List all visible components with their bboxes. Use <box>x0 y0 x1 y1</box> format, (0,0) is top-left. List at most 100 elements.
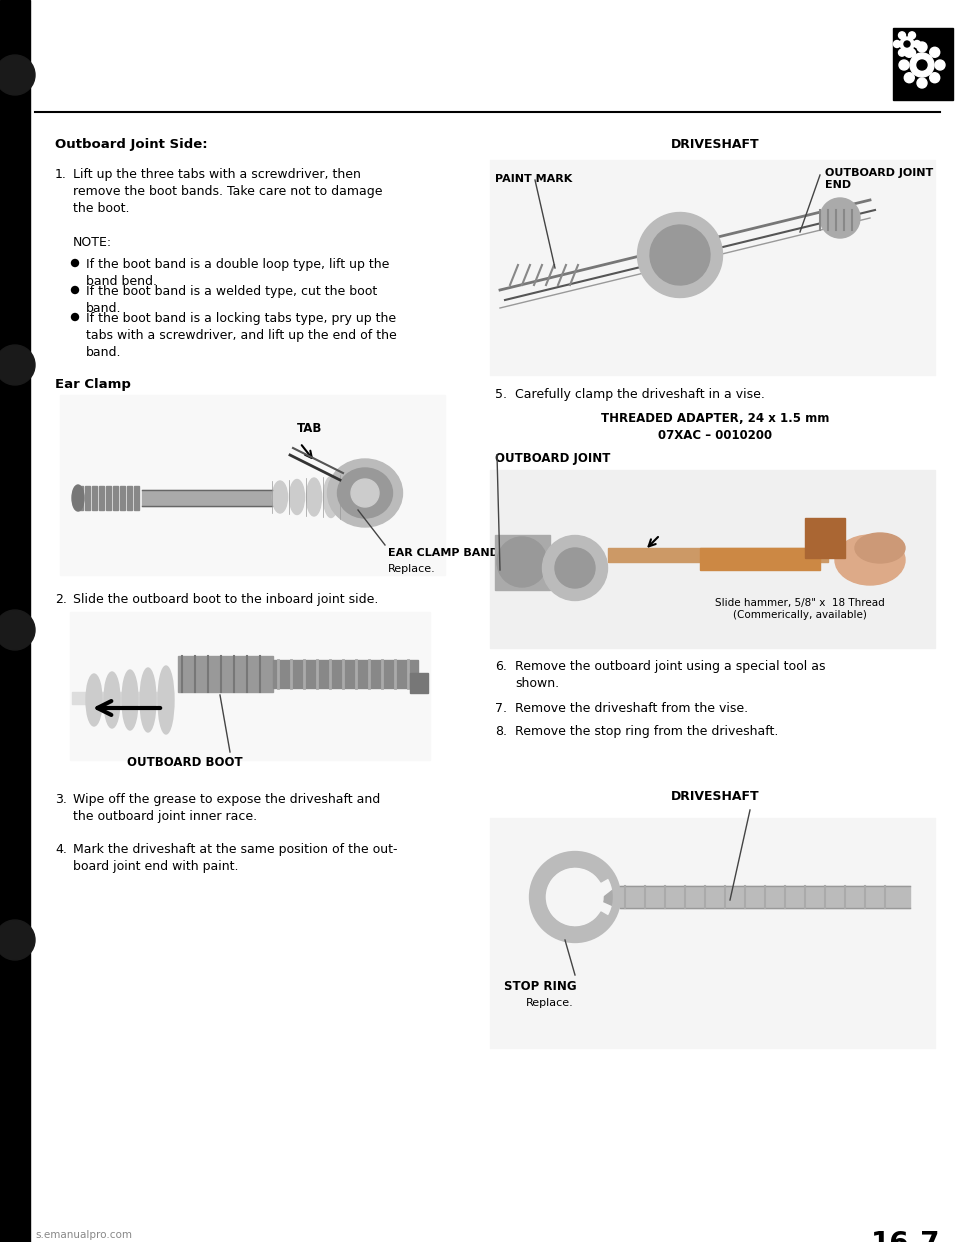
Circle shape <box>904 47 914 57</box>
Ellipse shape <box>542 535 608 600</box>
Circle shape <box>71 287 79 293</box>
Bar <box>78 486 83 510</box>
Circle shape <box>0 920 35 960</box>
Text: Slide the outboard boot to the inboard joint side.: Slide the outboard boot to the inboard j… <box>73 592 378 606</box>
Text: 6.: 6. <box>495 660 507 673</box>
Circle shape <box>900 37 914 51</box>
Text: 7.: 7. <box>495 702 507 715</box>
Bar <box>127 486 132 510</box>
Bar <box>99 486 104 510</box>
Circle shape <box>904 73 914 83</box>
Ellipse shape <box>555 548 595 587</box>
Bar <box>805 518 845 558</box>
Text: THREADED ADAPTER, 24 x 1.5 mm
07XAC – 0010200: THREADED ADAPTER, 24 x 1.5 mm 07XAC – 00… <box>601 412 829 442</box>
Bar <box>106 486 111 510</box>
Circle shape <box>914 41 921 47</box>
Text: 8.: 8. <box>495 725 507 738</box>
Text: TAB: TAB <box>298 422 323 435</box>
Bar <box>410 673 428 693</box>
Text: Remove the stop ring from the driveshaft.: Remove the stop ring from the driveshaft… <box>515 725 779 738</box>
Circle shape <box>899 50 905 56</box>
Text: Remove the driveshaft from the vise.: Remove the driveshaft from the vise. <box>515 702 748 715</box>
Text: Carefully clamp the driveshaft in a vise.: Carefully clamp the driveshaft in a vise… <box>515 388 765 401</box>
Ellipse shape <box>104 672 120 728</box>
Bar <box>0 0 30 1242</box>
Circle shape <box>71 260 79 267</box>
Text: If the boot band is a welded type, cut the boot
band.: If the boot band is a welded type, cut t… <box>86 284 377 315</box>
Bar <box>113 486 118 510</box>
Bar <box>72 692 162 704</box>
Circle shape <box>908 50 916 56</box>
Circle shape <box>929 73 940 83</box>
Circle shape <box>904 41 910 47</box>
Circle shape <box>899 60 909 70</box>
Text: Replace.: Replace. <box>388 564 436 574</box>
Circle shape <box>0 610 35 650</box>
Bar <box>620 886 910 908</box>
Bar <box>893 29 953 101</box>
Ellipse shape <box>273 481 287 513</box>
Text: DRIVESHAFT: DRIVESHAFT <box>671 138 759 152</box>
Circle shape <box>929 47 940 57</box>
Bar <box>70 612 430 760</box>
Text: Replace.: Replace. <box>526 999 574 1009</box>
Circle shape <box>908 32 916 39</box>
Circle shape <box>894 41 900 47</box>
Circle shape <box>547 869 603 925</box>
Ellipse shape <box>650 225 710 284</box>
Bar <box>490 469 935 648</box>
Ellipse shape <box>158 666 174 734</box>
Wedge shape <box>533 854 612 939</box>
Bar <box>495 535 550 590</box>
Text: 1.: 1. <box>55 168 67 181</box>
Bar <box>608 548 828 561</box>
Ellipse shape <box>86 674 102 727</box>
Ellipse shape <box>338 468 393 518</box>
Text: Slide hammer, 5/8" x  18 Thread
(Commerically, available): Slide hammer, 5/8" x 18 Thread (Commeric… <box>715 597 885 621</box>
Bar <box>85 486 90 510</box>
Ellipse shape <box>306 478 322 515</box>
Ellipse shape <box>72 484 84 510</box>
Ellipse shape <box>122 669 138 730</box>
Text: If the boot band is a double loop type, lift up the
band bend.: If the boot band is a double loop type, … <box>86 258 390 288</box>
Bar <box>273 660 418 688</box>
Ellipse shape <box>835 535 905 585</box>
Bar <box>92 486 97 510</box>
Text: 16-7: 16-7 <box>871 1230 940 1242</box>
Circle shape <box>917 78 927 88</box>
Circle shape <box>899 32 905 39</box>
Bar <box>490 160 935 375</box>
Ellipse shape <box>341 474 355 519</box>
Text: DRIVESHAFT: DRIVESHAFT <box>671 790 759 804</box>
Text: OUTBOARD JOINT
END: OUTBOARD JOINT END <box>825 168 933 190</box>
Ellipse shape <box>140 668 156 732</box>
Text: NOTE:: NOTE: <box>73 236 112 248</box>
Ellipse shape <box>820 197 860 238</box>
Text: OUTBOARD JOINT: OUTBOARD JOINT <box>495 452 611 465</box>
Bar <box>134 486 139 510</box>
Bar <box>178 656 273 692</box>
Bar <box>700 548 820 570</box>
Text: PAINT MARK: PAINT MARK <box>495 174 572 184</box>
Text: Lift up the three tabs with a screwdriver, then
remove the boot bands. Take care: Lift up the three tabs with a screwdrive… <box>73 168 382 215</box>
Circle shape <box>0 345 35 385</box>
Text: 2.: 2. <box>55 592 67 606</box>
Bar <box>60 395 445 575</box>
Text: 3.: 3. <box>55 792 67 806</box>
Circle shape <box>71 313 79 320</box>
Ellipse shape <box>327 460 402 527</box>
Text: Mark the driveshaft at the same position of the out-
board joint end with paint.: Mark the driveshaft at the same position… <box>73 843 397 873</box>
Bar <box>490 818 935 1048</box>
Bar <box>120 486 125 510</box>
Ellipse shape <box>637 212 723 298</box>
Circle shape <box>0 55 35 94</box>
Bar <box>142 491 272 505</box>
Circle shape <box>910 53 934 77</box>
Text: Outboard Joint Side:: Outboard Joint Side: <box>55 138 207 152</box>
Ellipse shape <box>290 479 304 514</box>
Text: 4.: 4. <box>55 843 67 856</box>
Ellipse shape <box>324 477 339 518</box>
Text: Remove the outboard joint using a special tool as
shown.: Remove the outboard joint using a specia… <box>515 660 826 691</box>
Polygon shape <box>600 886 618 908</box>
Text: 5.: 5. <box>495 388 507 401</box>
